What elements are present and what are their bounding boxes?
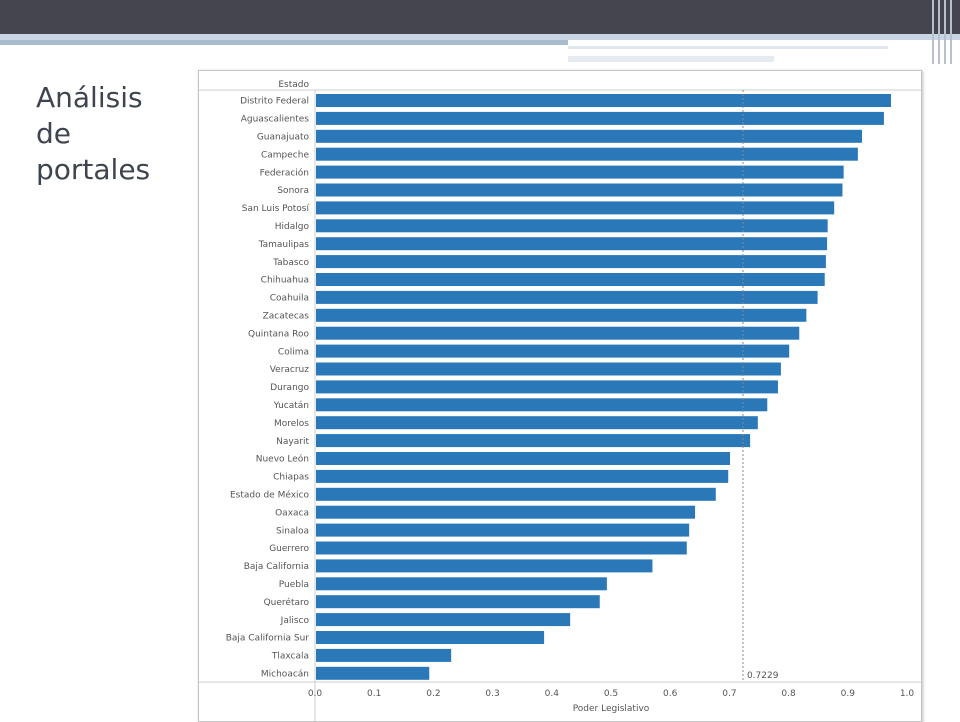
category-label: Zacatecas	[263, 312, 310, 322]
header-stripe	[0, 34, 960, 40]
bar	[316, 290, 818, 304]
bar	[316, 398, 768, 412]
slide-title: Análisis de portales	[36, 80, 176, 188]
category-label: Coahuila	[270, 294, 309, 304]
category-label: Puebla	[279, 580, 309, 590]
category-label: Michoacán	[261, 670, 309, 680]
category-label: Distrito Federal	[240, 97, 309, 107]
bar	[316, 541, 687, 555]
x-axis-label: Poder Legislativo	[573, 704, 650, 714]
bar	[316, 344, 790, 358]
bar	[316, 648, 452, 662]
bar	[316, 613, 571, 627]
category-label: Chihuahua	[261, 276, 309, 286]
category-label: Sinaloa	[276, 526, 309, 536]
bar	[316, 255, 826, 269]
slide-title-line: portales	[36, 153, 151, 186]
category-label: Baja California	[244, 562, 309, 572]
bar	[316, 308, 807, 322]
category-label: Tabasco	[272, 258, 309, 268]
bar	[316, 111, 884, 125]
category-label: Veracruz	[270, 365, 310, 375]
category-label: Durango	[270, 383, 309, 393]
category-label: Chiapas	[273, 473, 309, 483]
category-label: Nayarit	[276, 437, 309, 447]
x-tick-label: 0.0	[308, 689, 323, 699]
bar-chart: Estado Distrito Federal Aguascalientes Guan…	[199, 80, 921, 721]
bar	[316, 129, 863, 143]
category-label: Nuevo León	[256, 454, 309, 465]
category-label: Yucatán	[273, 401, 309, 411]
chart-frame: Estado Distrito Federal Aguascalientes Guan…	[198, 70, 922, 722]
reference-line-label: 0.7229	[747, 671, 779, 681]
bar	[316, 505, 696, 519]
corner-decoration	[930, 0, 954, 64]
bar	[316, 434, 751, 448]
bar	[316, 559, 653, 573]
bar	[316, 147, 858, 161]
bar	[316, 523, 690, 537]
bar	[316, 469, 729, 483]
category-label: Guerrero	[269, 544, 309, 554]
category-label: Jalisco	[280, 616, 310, 626]
header-stripe	[0, 40, 568, 45]
bar	[316, 326, 800, 340]
category-label: San Luis Potosí	[242, 204, 310, 214]
category-label: Federación	[260, 167, 309, 178]
bar	[316, 237, 828, 251]
header-stripe	[568, 56, 774, 62]
category-label: Hidalgo	[275, 222, 310, 232]
category-label: Campeche	[261, 150, 309, 160]
bar	[316, 219, 828, 233]
category-label: Quintana Roo	[248, 329, 309, 339]
category-label: Oaxaca	[275, 508, 309, 518]
bar	[316, 201, 835, 215]
bar	[316, 380, 778, 394]
x-tick-label: 0.7	[722, 689, 736, 699]
category-label: Tamaulipas	[258, 240, 310, 250]
category-label: Estado de México	[230, 490, 310, 501]
row-header: Estado	[278, 80, 309, 90]
x-tick-label: 1.0	[900, 689, 915, 699]
bar	[316, 165, 844, 179]
category-label: Sonora	[277, 186, 309, 196]
x-tick-label: 0.3	[485, 689, 499, 699]
x-tick-label: 0.5	[604, 689, 618, 699]
bar	[316, 487, 716, 501]
bar	[316, 577, 607, 591]
bar	[316, 183, 843, 197]
bar	[316, 666, 430, 680]
x-tick-label: 0.8	[781, 689, 796, 699]
x-tick-label: 0.1	[367, 689, 381, 699]
category-label: Colima	[278, 347, 309, 357]
slide-title-line: Análisis	[36, 81, 143, 114]
bar	[316, 94, 892, 107]
x-tick-label: 0.6	[663, 689, 678, 699]
x-tick-label: 0.2	[426, 689, 440, 699]
bar	[316, 631, 545, 644]
header-stripe	[568, 46, 888, 49]
category-label: Guanajuato	[257, 133, 310, 143]
bar	[316, 362, 781, 376]
bar	[316, 416, 758, 430]
category-label: Aguascalientes	[241, 115, 310, 125]
category-label: Querétaro	[264, 597, 310, 608]
bar	[316, 595, 600, 609]
category-label: Tlaxcala	[271, 652, 309, 662]
x-tick-label: 0.4	[545, 689, 560, 699]
slide-title-line: de	[36, 117, 71, 150]
header-bar	[0, 0, 960, 34]
bar	[316, 452, 730, 465]
category-label: Morelos	[274, 419, 309, 429]
category-label: Baja California Sur	[226, 634, 310, 644]
x-tick-label: 0.9	[841, 689, 856, 699]
bar	[316, 273, 825, 286]
